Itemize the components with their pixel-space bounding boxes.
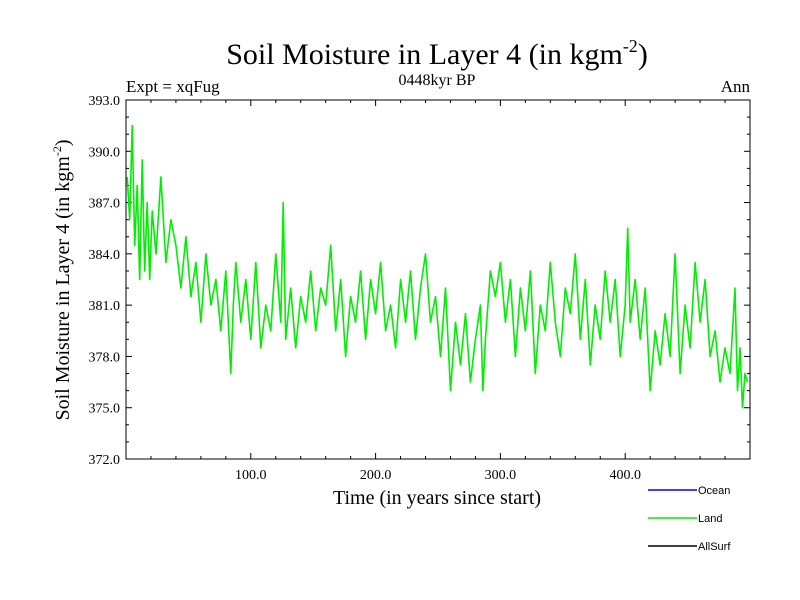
experiment-label: Expt = xqFug (126, 77, 220, 96)
chart-subtitle: 0448kyr BP (399, 72, 476, 89)
legend: Ocean Land AllSurf (648, 485, 731, 553)
y-tick-label: 375.0 (89, 402, 121, 417)
chart-title-suffix: ) (638, 38, 648, 71)
y-axis-label-main: Soil Moisture in Layer 4 (in kgm (52, 156, 74, 421)
y-tick-label: 387.0 (89, 197, 121, 212)
y-tick-label: 378.0 (89, 350, 121, 365)
x-tick-label: 300.0 (485, 468, 517, 483)
chart-title-superscript: -2 (623, 36, 638, 56)
y-tick-label: 381.0 (89, 299, 121, 314)
legend-label-allsurf: AllSurf (698, 541, 731, 553)
series-line-land (126, 124, 749, 409)
plot-area: 372.0 375.0 378.0 381.0 384.0 387.0 390.0 393.0… (89, 94, 751, 483)
legend-label-land: Land (698, 513, 722, 525)
y-axis-label-superscript: -2 (50, 146, 64, 156)
legend-label-ocean: Ocean (698, 485, 730, 497)
chart-title: Soil Moisture in Layer 4 (in kgm-2) (226, 36, 648, 71)
chart-title-main: Soil Moisture in Layer 4 (in kgm (226, 38, 623, 71)
y-axis-label-suffix: ) (52, 139, 74, 146)
x-tick-label: 400.0 (609, 468, 641, 483)
season-label: Ann (721, 77, 751, 96)
x-axis-label: Time (in years since start) (333, 487, 541, 509)
y-tick-label: 372.0 (89, 453, 121, 468)
x-tick-label: 200.0 (360, 468, 392, 483)
y-tick-label: 384.0 (89, 248, 121, 263)
plot-frame (125, 99, 751, 460)
y-axis-label: Soil Moisture in Layer 4 (in kgm-2) (50, 139, 74, 420)
x-tick-label: 100.0 (235, 468, 267, 483)
y-tick-label: 393.0 (89, 94, 121, 109)
y-tick-label: 390.0 (89, 145, 121, 160)
